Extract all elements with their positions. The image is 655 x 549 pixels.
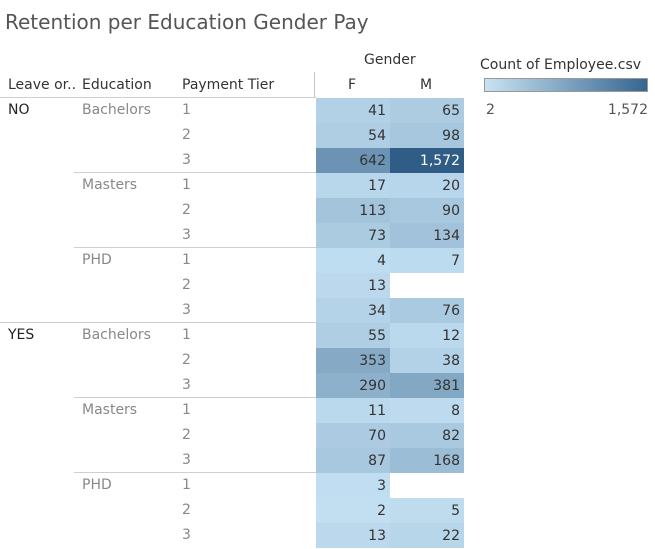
heatmap-cell[interactable]: 12 — [390, 323, 464, 348]
chart-title: Retention per Education Gender Pay — [5, 10, 369, 34]
heatmap-cell[interactable]: 290 — [316, 373, 390, 398]
heatmap-cell[interactable]: 13 — [316, 273, 390, 298]
education-label: Masters — [82, 177, 138, 193]
heatmap-cell[interactable]: 134 — [390, 223, 464, 248]
gender-m-header[interactable]: M — [420, 77, 433, 93]
heatmap-cell[interactable]: 76 — [390, 298, 464, 323]
gender-header: Gender — [364, 52, 416, 68]
heatmap-cell[interactable]: 90 — [390, 198, 464, 223]
tier-label: 2 — [182, 127, 191, 143]
heatmap-cell[interactable]: 41 — [316, 98, 390, 123]
heatmap-grid: 41 65 54 98 642 1,572 17 20 113 90 73 134 4 7 13 34 76 55… — [316, 98, 464, 548]
heatmap-cell[interactable]: 13 — [316, 523, 390, 548]
heatmap-cell[interactable]: 20 — [390, 173, 464, 198]
heatmap-cell[interactable]: 73 — [316, 223, 390, 248]
education-header[interactable]: Education — [82, 77, 152, 93]
tier-header[interactable]: Payment Tier — [182, 77, 275, 93]
tier-label: 1 — [182, 252, 191, 268]
heatmap-cell[interactable]: 8 — [390, 398, 464, 423]
tier-label: 2 — [182, 202, 191, 218]
gender-f-header[interactable]: F — [348, 77, 357, 93]
education-label: Bachelors — [82, 102, 151, 118]
legend-title: Count of Employee.csv — [480, 57, 642, 73]
heatmap-cell[interactable]: 87 — [316, 448, 390, 473]
gender-header-divider — [314, 72, 315, 97]
heatmap-cell[interactable]: 22 — [390, 523, 464, 548]
tier-label: 3 — [182, 152, 191, 168]
heatmap-cell[interactable]: 642 — [316, 148, 390, 173]
row-separator — [0, 97, 316, 98]
legend-color-ramp — [484, 78, 648, 92]
tier-label: 2 — [182, 352, 191, 368]
education-label: PHD — [82, 477, 112, 493]
leave-label: NO — [8, 102, 30, 118]
heatmap-cell[interactable]: 11 — [316, 398, 390, 423]
heatmap-cell[interactable]: 5 — [390, 498, 464, 523]
tier-label: 3 — [182, 377, 191, 393]
tier-label: 3 — [182, 227, 191, 243]
legend-max-label: 1,572 — [607, 102, 648, 118]
legend-min-label: 2 — [486, 102, 495, 118]
tier-label: 2 — [182, 502, 191, 518]
tier-label: 1 — [182, 402, 191, 418]
tier-label: 1 — [182, 327, 191, 343]
row-separator — [0, 322, 316, 323]
row-separator — [74, 172, 316, 173]
education-label: Masters — [82, 402, 138, 418]
tier-label: 3 — [182, 302, 191, 318]
heatmap-cell[interactable]: 2 — [316, 498, 390, 523]
heatmap-cell[interactable]: 70 — [316, 423, 390, 448]
heatmap-cell[interactable]: 4 — [316, 248, 390, 273]
tier-label: 1 — [182, 102, 191, 118]
leave-label: YES — [8, 327, 35, 343]
education-label: PHD — [82, 252, 112, 268]
heatmap-cell[interactable] — [390, 473, 464, 498]
heatmap-cell[interactable]: 381 — [390, 373, 464, 398]
education-label: Bachelors — [82, 327, 151, 343]
tier-label: 2 — [182, 277, 191, 293]
row-separator — [74, 472, 316, 473]
heatmap-cell[interactable]: 34 — [316, 298, 390, 323]
leave-header[interactable]: Leave or.. — [8, 77, 77, 93]
heatmap-cell[interactable]: 65 — [390, 98, 464, 123]
tier-label: 2 — [182, 427, 191, 443]
tier-label: 3 — [182, 527, 191, 543]
heatmap-cell[interactable]: 1,572 — [390, 148, 464, 173]
heatmap-cell[interactable]: 113 — [316, 198, 390, 223]
heatmap-cell[interactable]: 7 — [390, 248, 464, 273]
heatmap-cell[interactable]: 353 — [316, 348, 390, 373]
row-separator — [74, 247, 316, 248]
heatmap-cell[interactable]: 168 — [390, 448, 464, 473]
heatmap-cell[interactable]: 98 — [390, 123, 464, 148]
heatmap-cell[interactable]: 38 — [390, 348, 464, 373]
heatmap-cell[interactable]: 55 — [316, 323, 390, 348]
heatmap-cell[interactable]: 54 — [316, 123, 390, 148]
heatmap-cell[interactable] — [390, 273, 464, 298]
heatmap-cell[interactable]: 82 — [390, 423, 464, 448]
row-separator — [74, 397, 316, 398]
tier-label: 1 — [182, 477, 191, 493]
tier-label: 3 — [182, 452, 191, 468]
heatmap-cell[interactable]: 3 — [316, 473, 390, 498]
heatmap-cell[interactable]: 17 — [316, 173, 390, 198]
tier-label: 1 — [182, 177, 191, 193]
